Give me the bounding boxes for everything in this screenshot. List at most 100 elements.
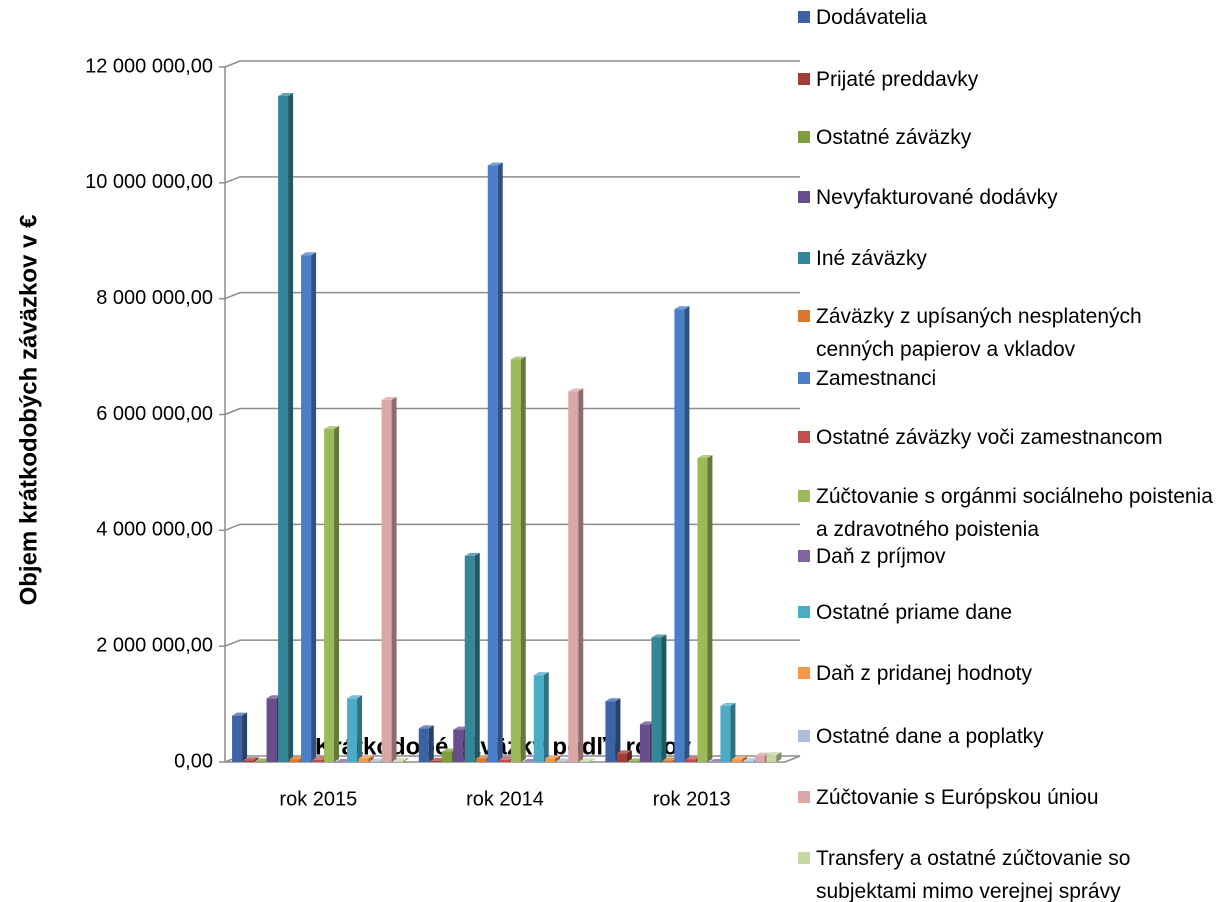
bar-front xyxy=(301,255,312,762)
bar-side xyxy=(684,306,690,762)
bar-top xyxy=(616,750,632,754)
legend-swatch xyxy=(798,372,810,384)
legend-label: Ostatné dane a poplatky xyxy=(816,725,1044,748)
bar-top xyxy=(324,425,340,429)
legend-entry: Ostatné dane a poplatky xyxy=(798,720,1218,753)
bar-front xyxy=(533,675,544,762)
bar-front xyxy=(731,759,742,762)
bar-side xyxy=(368,755,374,762)
legend-entry: Ostatné záväzky voči zamestnancom xyxy=(798,421,1218,454)
bar-top xyxy=(639,721,655,725)
bar xyxy=(278,92,294,763)
bar-top xyxy=(720,702,736,706)
legend-entry: Ostatné záväzky xyxy=(798,121,1218,154)
bar-front xyxy=(266,698,277,762)
bar xyxy=(533,672,549,762)
bar-front xyxy=(697,457,708,762)
y-tick-label: 2 000 000,00 xyxy=(96,634,213,656)
y-tick-label: 4 000 000,00 xyxy=(96,519,213,541)
bar xyxy=(510,356,526,762)
bar-front xyxy=(464,555,475,762)
grid-line xyxy=(224,60,800,68)
bar-top xyxy=(579,758,595,762)
legend-entry: Dodávatelia xyxy=(798,1,1218,34)
bar-front xyxy=(358,758,369,762)
bar-front xyxy=(662,760,673,762)
bar-top xyxy=(358,755,374,759)
bar-top xyxy=(347,695,363,699)
grid-line xyxy=(224,407,800,416)
bar-top xyxy=(278,92,294,96)
grid-line xyxy=(224,523,800,532)
bar-top xyxy=(522,759,538,762)
legend-swatch xyxy=(798,852,810,864)
bar-top xyxy=(697,454,713,458)
bar-top xyxy=(662,757,678,761)
bar-top xyxy=(312,756,328,760)
bar-side xyxy=(555,755,561,762)
bar-top xyxy=(370,758,386,762)
bar xyxy=(418,725,434,762)
bar-front xyxy=(393,760,404,762)
bar xyxy=(232,712,248,762)
bar-front xyxy=(685,759,696,762)
bar-top xyxy=(393,757,409,761)
legend-entry: Zamestnanci xyxy=(798,362,1218,395)
bar-top xyxy=(430,757,446,761)
bar-front xyxy=(347,698,358,762)
bar-side xyxy=(497,162,503,763)
legend-label: Zamestnanci xyxy=(816,367,937,390)
bar-front xyxy=(430,760,441,762)
bar-front xyxy=(487,165,498,763)
bar xyxy=(720,702,736,762)
bar-top xyxy=(651,634,667,638)
x-tick-label: rok 2014 xyxy=(466,788,544,810)
bar-top xyxy=(731,756,747,760)
bar-side xyxy=(391,397,397,762)
bar-top xyxy=(266,695,282,699)
bar-front xyxy=(312,759,323,762)
bar-side xyxy=(543,672,549,762)
y-tick-label: 10 000 000,00 xyxy=(85,171,213,193)
bar-top xyxy=(708,759,724,762)
legend-swatch xyxy=(798,606,810,618)
bar-top xyxy=(605,698,621,702)
bar-side xyxy=(626,750,632,762)
bar xyxy=(393,757,409,762)
bar-side xyxy=(288,92,294,763)
legend-label: Záväzky z upísaných nesplatených cenných… xyxy=(816,305,1142,361)
y-tick-label: 0,00 xyxy=(174,750,213,772)
bar-front xyxy=(289,759,300,762)
bar xyxy=(579,758,595,762)
bar-top xyxy=(289,756,305,760)
bar xyxy=(522,759,538,762)
bar xyxy=(243,757,259,762)
legend-entry: Daň z pridanej hodnoty xyxy=(798,657,1218,690)
bar-side xyxy=(661,634,667,762)
bar-front xyxy=(674,309,685,762)
bar-top xyxy=(766,752,782,756)
legend-swatch xyxy=(798,431,810,443)
bar-side xyxy=(403,757,409,762)
bar-top xyxy=(381,397,397,401)
bar-top xyxy=(568,388,584,392)
legend-swatch xyxy=(798,11,810,23)
bar-front xyxy=(381,400,392,762)
legend-entry: Zúčtovanie s Európskou úniou xyxy=(798,781,1218,814)
bar-top xyxy=(743,757,759,761)
bar-front xyxy=(499,759,510,762)
bar-side xyxy=(615,698,621,762)
legend-swatch xyxy=(798,490,810,502)
bar-top xyxy=(533,672,549,676)
bar-side xyxy=(741,756,747,762)
bar xyxy=(381,397,397,762)
bar xyxy=(487,162,503,763)
legend-entry: Iné záväzky xyxy=(798,242,1218,275)
bar xyxy=(708,759,724,762)
bar xyxy=(335,759,351,762)
bar-front xyxy=(476,758,487,762)
bar-top xyxy=(487,162,503,166)
bar-front xyxy=(579,761,590,762)
